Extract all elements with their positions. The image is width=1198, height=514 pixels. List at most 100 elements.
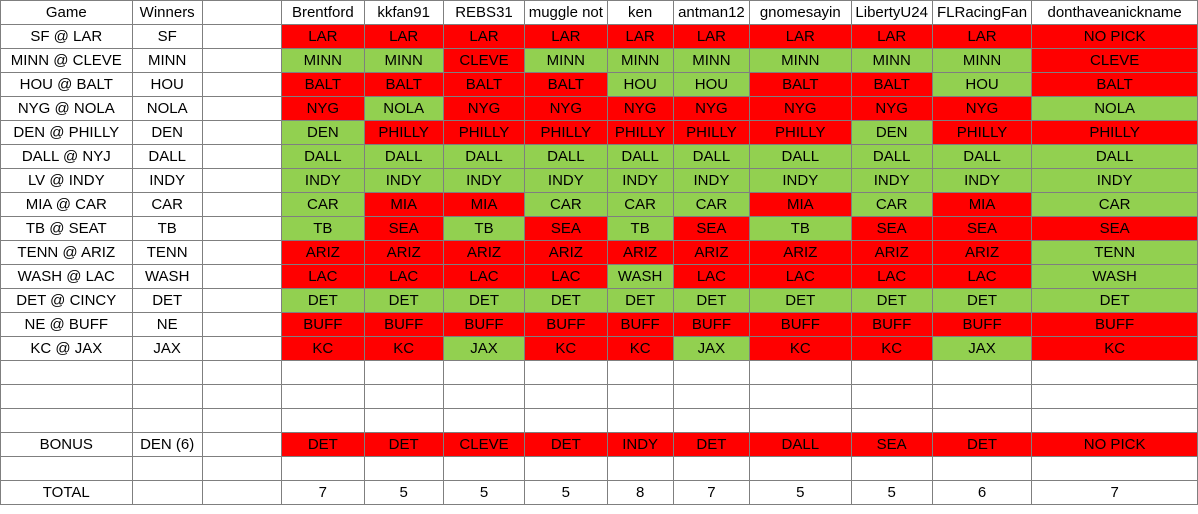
game-cell[interactable]: WASH @ LAC: [0, 264, 133, 289]
pick-cell[interactable]: LAC: [442, 264, 526, 289]
game-cell[interactable]: MIA @ CAR: [0, 192, 133, 217]
pick-cell[interactable]: LAR: [363, 24, 444, 49]
pick-cell[interactable]: MIA: [442, 192, 526, 217]
game-cell[interactable]: KC @ JAX: [0, 336, 133, 361]
pick-cell[interactable]: LAR: [281, 24, 365, 49]
total-value[interactable]: 7: [1031, 480, 1198, 505]
total-winner-cell[interactable]: [131, 480, 203, 505]
empty-cell[interactable]: [749, 456, 852, 481]
winner-cell[interactable]: MINN: [131, 48, 203, 73]
pick-cell[interactable]: LAC: [524, 264, 608, 289]
pick-cell[interactable]: LAR: [850, 24, 933, 49]
pick-cell[interactable]: PHILLY: [931, 120, 1033, 145]
pick-cell[interactable]: INDY: [442, 168, 526, 193]
empty-cell[interactable]: [606, 408, 674, 433]
pick-cell[interactable]: DET: [672, 288, 751, 313]
pick-cell[interactable]: DET: [850, 288, 933, 313]
empty-cell[interactable]: [606, 456, 674, 481]
empty-cell[interactable]: [0, 408, 133, 433]
game-cell[interactable]: SF @ LAR: [0, 24, 133, 49]
winner-cell[interactable]: NOLA: [131, 96, 203, 121]
winner-cell[interactable]: INDY: [131, 168, 203, 193]
pick-cell[interactable]: NOLA: [363, 96, 444, 121]
pick-cell[interactable]: ARIZ: [363, 240, 444, 265]
empty-cell[interactable]: [281, 360, 365, 385]
pick-cell[interactable]: ARIZ: [606, 240, 674, 265]
bonus-pick-cell[interactable]: NO PICK: [1031, 432, 1198, 457]
winner-cell[interactable]: DEN: [131, 120, 203, 145]
empty-cell[interactable]: [672, 360, 751, 385]
pick-cell[interactable]: DALL: [281, 144, 365, 169]
pick-cell[interactable]: INDY: [672, 168, 751, 193]
pick-cell[interactable]: KC: [850, 336, 933, 361]
empty-cell[interactable]: [749, 408, 852, 433]
pick-cell[interactable]: CAR: [281, 192, 365, 217]
pick-cell[interactable]: NYG: [524, 96, 608, 121]
empty-cell[interactable]: [0, 384, 133, 409]
pick-cell[interactable]: NYG: [931, 96, 1033, 121]
pick-cell[interactable]: LAC: [931, 264, 1033, 289]
pick-cell[interactable]: DALL: [363, 144, 444, 169]
gap-cell[interactable]: [201, 336, 283, 361]
empty-cell[interactable]: [131, 384, 203, 409]
pick-cell[interactable]: LAR: [931, 24, 1033, 49]
empty-cell[interactable]: [850, 408, 933, 433]
empty-cell[interactable]: [1031, 360, 1198, 385]
gap-cell[interactable]: [201, 432, 283, 457]
pick-cell[interactable]: PHILLY: [442, 120, 526, 145]
pick-cell[interactable]: BALT: [363, 72, 444, 97]
pick-cell[interactable]: DET: [606, 288, 674, 313]
pick-cell[interactable]: DALL: [749, 144, 852, 169]
empty-cell[interactable]: [931, 456, 1033, 481]
gap-cell[interactable]: [201, 168, 283, 193]
gap-cell[interactable]: [201, 72, 283, 97]
pick-cell[interactable]: PHILLY: [363, 120, 444, 145]
header-game[interactable]: Game: [0, 0, 133, 25]
pick-cell[interactable]: BALT: [442, 72, 526, 97]
pick-cell[interactable]: SEA: [363, 216, 444, 241]
pick-cell[interactable]: KC: [363, 336, 444, 361]
pick-cell[interactable]: MINN: [281, 48, 365, 73]
winner-cell[interactable]: TENN: [131, 240, 203, 265]
winner-cell[interactable]: CAR: [131, 192, 203, 217]
pick-cell[interactable]: CAR: [606, 192, 674, 217]
winner-cell[interactable]: NE: [131, 312, 203, 337]
pick-cell[interactable]: SEA: [1031, 216, 1198, 241]
empty-cell[interactable]: [281, 408, 365, 433]
total-value[interactable]: 5: [363, 480, 444, 505]
empty-cell[interactable]: [524, 384, 608, 409]
gap-cell[interactable]: [201, 456, 283, 481]
header-player[interactable]: donthaveanickname: [1031, 0, 1198, 25]
pick-cell[interactable]: INDY: [850, 168, 933, 193]
gap-cell[interactable]: [201, 264, 283, 289]
pick-cell[interactable]: MIA: [931, 192, 1033, 217]
pick-cell[interactable]: DALL: [524, 144, 608, 169]
bonus-pick-cell[interactable]: DET: [931, 432, 1033, 457]
pick-cell[interactable]: BUFF: [363, 312, 444, 337]
pick-cell[interactable]: BUFF: [931, 312, 1033, 337]
empty-cell[interactable]: [524, 456, 608, 481]
empty-cell[interactable]: [931, 408, 1033, 433]
pick-cell[interactable]: DEN: [850, 120, 933, 145]
total-value[interactable]: 5: [442, 480, 526, 505]
pick-cell[interactable]: DALL: [1031, 144, 1198, 169]
game-cell[interactable]: NYG @ NOLA: [0, 96, 133, 121]
empty-cell[interactable]: [131, 360, 203, 385]
pick-cell[interactable]: DET: [524, 288, 608, 313]
pick-cell[interactable]: MINN: [672, 48, 751, 73]
pick-cell[interactable]: PHILLY: [672, 120, 751, 145]
empty-cell[interactable]: [442, 360, 526, 385]
pick-cell[interactable]: HOU: [672, 72, 751, 97]
pick-cell[interactable]: MINN: [363, 48, 444, 73]
empty-cell[interactable]: [0, 456, 133, 481]
pick-cell[interactable]: TB: [281, 216, 365, 241]
pick-cell[interactable]: CLEVE: [1031, 48, 1198, 73]
empty-cell[interactable]: [281, 384, 365, 409]
empty-cell[interactable]: [131, 408, 203, 433]
pick-cell[interactable]: LAC: [850, 264, 933, 289]
winner-cell[interactable]: DALL: [131, 144, 203, 169]
empty-cell[interactable]: [281, 456, 365, 481]
gap-cell[interactable]: [201, 120, 283, 145]
pick-cell[interactable]: LAR: [442, 24, 526, 49]
pick-cell[interactable]: LAR: [749, 24, 852, 49]
